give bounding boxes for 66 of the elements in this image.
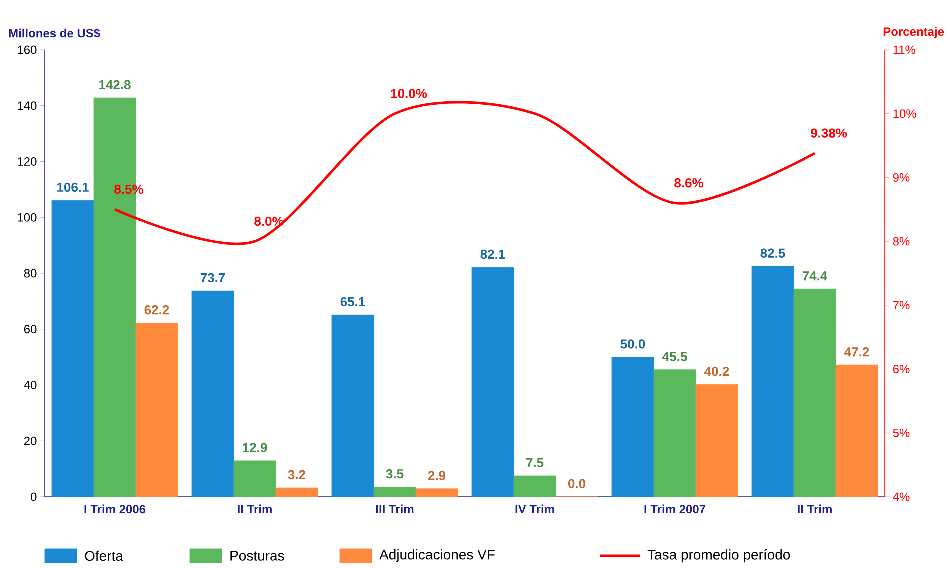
- y2-tick-label: 10%: [894, 110, 916, 118]
- x-tick-label: II Trim: [238, 504, 272, 514]
- bar: [696, 384, 738, 498]
- legend-label: Adjudicaciones VF: [380, 549, 495, 563]
- y-tick-label: 120: [18, 158, 37, 166]
- data-label: 9.38%: [811, 128, 848, 138]
- y-tick-label: 80: [24, 269, 37, 278]
- data-label: 65.1: [340, 297, 366, 307]
- y2-axis-title: Porcentaje: [884, 27, 944, 38]
- y2-tick-label: 8%: [893, 237, 910, 246]
- y2-tick-label: 7%: [893, 301, 910, 310]
- x-tick-label: I Trim 2007: [644, 504, 706, 514]
- data-label: 3.2: [288, 470, 306, 480]
- bar: [234, 460, 276, 498]
- legend-label: Oferta: [85, 550, 124, 562]
- data-label: 62.2: [144, 305, 170, 315]
- data-label: 10.0%: [391, 89, 428, 98]
- legend-label: Tasa promedio período: [648, 549, 790, 563]
- y2-tick-label: 5%: [893, 428, 910, 438]
- y-tick-label: 140: [18, 102, 37, 110]
- x-tick-label: III Trim: [376, 504, 414, 514]
- bar: [612, 357, 654, 498]
- data-label: 7.5: [526, 458, 544, 468]
- data-label: 0.0: [568, 479, 586, 488]
- x-tick-label: II Trim: [798, 504, 832, 514]
- y-tick-label: 20: [24, 436, 37, 446]
- data-label: 8.6%: [674, 178, 704, 188]
- y2-tick-label: 11%: [894, 46, 916, 54]
- bar: [332, 314, 374, 498]
- bar: [192, 290, 234, 498]
- data-label: 2.9: [428, 471, 446, 480]
- bar: [374, 487, 416, 498]
- data-label: 47.2: [844, 348, 870, 357]
- y-tick-label: 100: [18, 213, 37, 222]
- y-axis-title: Millones de US$: [9, 28, 100, 38]
- bar: [472, 267, 514, 498]
- y-tick-label: 40: [24, 381, 37, 390]
- y-tick-label: 0: [31, 492, 37, 502]
- bar: [752, 266, 794, 498]
- data-label: 142.8: [100, 80, 131, 90]
- x-tick-label: IV Trim: [516, 504, 554, 514]
- data-label: 73.7: [200, 273, 226, 283]
- data-label: 106.1: [58, 182, 89, 192]
- bar: [416, 488, 458, 498]
- x-tick-label: I Trim 2006: [84, 504, 146, 514]
- bar: [794, 288, 836, 498]
- legend-label: Posturas: [230, 551, 284, 561]
- data-label: 3.5: [386, 469, 404, 479]
- bar: [514, 476, 556, 498]
- bar: [836, 364, 878, 498]
- bar: [136, 323, 178, 498]
- data-label: 74.4: [802, 272, 828, 281]
- y2-tick-label: 9%: [893, 173, 910, 182]
- bar: [52, 200, 94, 498]
- data-label: 45.5: [662, 352, 688, 362]
- y2-tick-label: 4%: [893, 492, 910, 502]
- data-label: 12.9: [243, 443, 268, 452]
- data-label: 50.0: [620, 340, 646, 349]
- bar: [276, 488, 318, 498]
- data-label: 82.5: [760, 248, 786, 258]
- y-tick-label: 60: [24, 325, 37, 334]
- y2-tick-label: 6%: [893, 365, 910, 374]
- data-label: 82.1: [480, 250, 506, 260]
- y-tick-label: 160: [18, 46, 37, 54]
- bar: [654, 370, 696, 498]
- data-label: 40.2: [704, 366, 730, 376]
